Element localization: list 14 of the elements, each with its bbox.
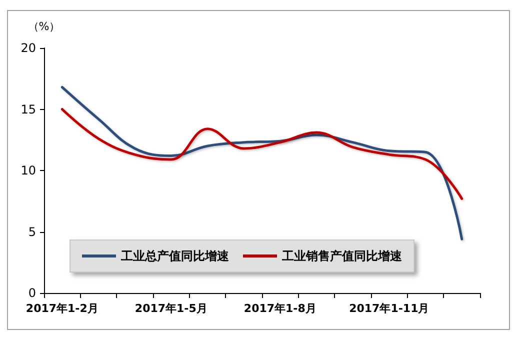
x-tick-label: 2017年1-11月 <box>349 302 430 315</box>
y-tick-label: 10 <box>20 164 36 178</box>
legend-label: 工业销售产值同比增速 <box>281 249 403 263</box>
y-tick-label: 20 <box>20 41 36 55</box>
y-tick-label: 15 <box>20 102 36 116</box>
y-tick-label: 5 <box>28 224 36 239</box>
line-series <box>60 108 464 200</box>
x-tick-label: 2017年1-8月 <box>244 302 316 315</box>
line-series <box>60 86 464 240</box>
x-tick-label: 2017年1-5月 <box>134 302 208 315</box>
y-tick-label: 0 <box>28 286 36 300</box>
x-tick-label: 2017年1-2月 <box>26 302 98 315</box>
y-axis-title: （%） <box>28 20 60 33</box>
legend-label: 工业总产值同比增速 <box>120 249 230 263</box>
